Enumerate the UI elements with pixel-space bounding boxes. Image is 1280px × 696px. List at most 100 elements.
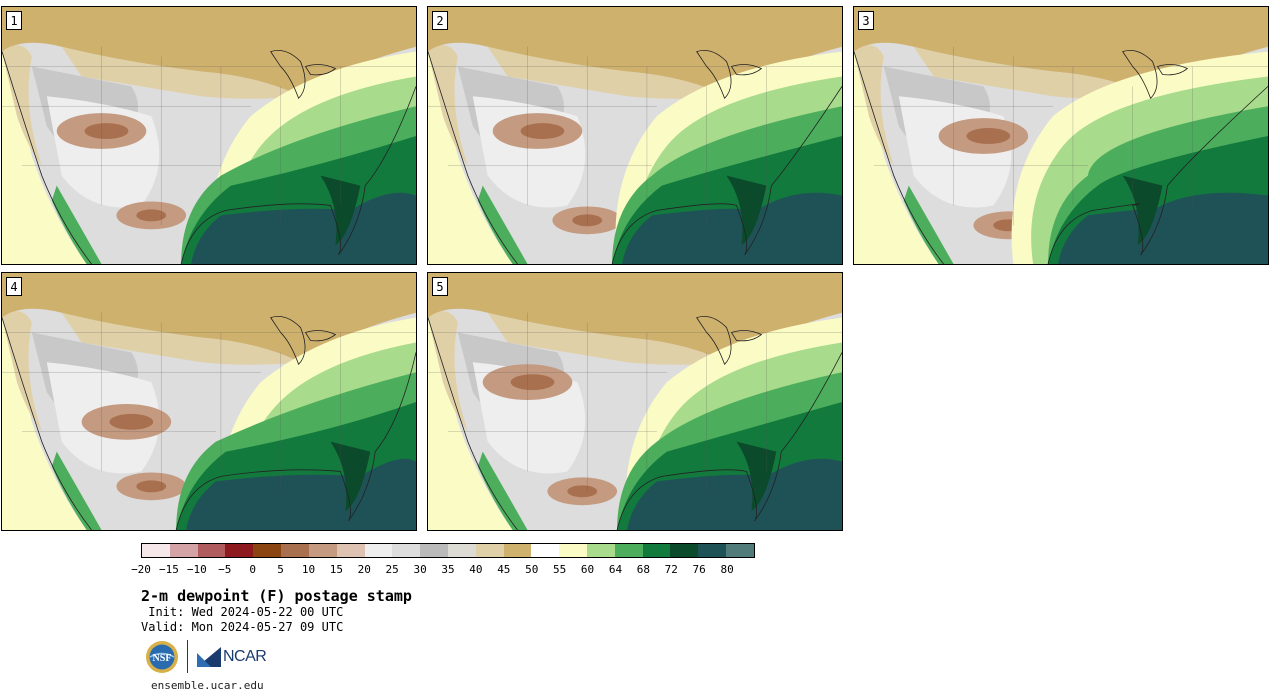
colorbar-segment (475, 544, 504, 557)
gulf-of-california-moisture (903, 185, 954, 264)
member-label: 1 (6, 11, 22, 30)
colorbar-tick: 15 (329, 563, 343, 576)
gulf-of-california-moisture (477, 451, 528, 530)
colorbar-tick: −20 (131, 563, 151, 576)
great-lakes-outline (304, 64, 337, 76)
colorbar-segment (336, 544, 365, 557)
dewpoint-field-map (428, 7, 842, 264)
gulf-of-mexico (627, 458, 842, 530)
colorbar-tick: 40 (469, 563, 483, 576)
colorbar-segment (531, 544, 560, 557)
colorbar-segment (447, 544, 476, 557)
pacific-ocean (2, 317, 87, 530)
dry-transition-band (487, 46, 727, 99)
member-label: 4 (6, 277, 22, 296)
colorbar-segment (614, 544, 643, 557)
very-dry-pocket (966, 128, 1011, 144)
dewpoint-colorbar (141, 543, 755, 558)
colorbar-segment (392, 544, 421, 557)
plot-title: 2-m dewpoint (F) postage stamp (141, 587, 412, 605)
dewpoint-field-map (2, 273, 416, 530)
nsf-logo-text: NSF (153, 653, 172, 664)
dry-transition-band (913, 46, 1153, 99)
dry-transition-band (61, 312, 301, 365)
colorbar-tick: −10 (186, 563, 207, 576)
very-dry-pocket (510, 374, 555, 391)
colorbar-tick: 35 (441, 563, 455, 576)
gulf-of-mexico (622, 192, 842, 264)
colorbar-tick: 10 (301, 563, 316, 576)
colorbar-tick: 80 (720, 563, 734, 576)
great-lakes-outline (696, 316, 732, 366)
west-coast-band (2, 45, 42, 166)
florida-peninsula (320, 175, 361, 246)
gulf-of-california-moisture (477, 185, 528, 264)
very-dry-pocket (567, 485, 598, 498)
ensemble-member-map-1: 1 (1, 6, 417, 265)
very-dry-pocket (520, 123, 565, 139)
great-lakes-outline (270, 316, 306, 366)
west-coast-band (854, 45, 894, 166)
colorbar-segment (308, 544, 337, 557)
colorbar-tick: −5 (218, 563, 232, 576)
ensemble-member-map-4: 4 (1, 272, 417, 531)
gulf-atlantic-coastline (180, 86, 416, 264)
great-lakes-outline (1122, 50, 1158, 100)
ensemble-member-map-2: 2 (427, 6, 843, 265)
dewpoint-field-map (2, 7, 416, 264)
dry-transition-band (487, 312, 727, 365)
great-lakes-outline (730, 64, 763, 76)
very-dry-pocket (136, 480, 167, 493)
dewpoint-field-map (854, 7, 1268, 264)
very-dry-pocket (109, 413, 154, 430)
colorbar-segment (253, 544, 282, 557)
great-lakes-outline (696, 50, 732, 100)
colorbar-segment (559, 544, 587, 557)
colorbar-tick: 25 (385, 563, 399, 576)
colorbar-segment (364, 544, 393, 557)
dewpoint-field-map (428, 273, 842, 530)
colorbar-tick: 72 (664, 563, 678, 576)
colorbar-tick: 5 (277, 563, 284, 576)
colorbar-segment (670, 544, 699, 557)
colorbar-tick: 30 (413, 563, 427, 576)
west-coast-band (428, 311, 468, 432)
gulf-atlantic-coastline (1047, 86, 1268, 264)
very-dry-pocket (136, 209, 167, 222)
great-lakes-outline (1156, 64, 1189, 76)
colorbar-tick-labels: −20 −15 −10 −5 0 5 10 15 20 25 30 35 40 45 50 55 60 64 68 7… (131, 563, 755, 577)
colorbar-tick: 60 (580, 563, 595, 576)
west-coastline (2, 51, 92, 264)
logo-divider (187, 640, 188, 673)
dry-northern-region (2, 7, 416, 97)
dry-northern-region (428, 273, 842, 363)
colorbar-segment (142, 544, 170, 557)
great-lakes-outline (730, 330, 763, 342)
colorbar-segment (642, 544, 671, 557)
colorbar-tick: 76 (692, 563, 706, 576)
valid-time: Valid: Mon 2024-05-27 09 UTC (141, 620, 344, 634)
site-url: ensemble.ucar.edu (151, 679, 264, 692)
west-coast-band (2, 311, 42, 432)
west-coastline (2, 317, 92, 530)
pacific-ocean (854, 51, 939, 264)
ensemble-member-map-5: 5 (427, 272, 843, 531)
colorbar-tick: −15 (158, 563, 179, 576)
pacific-ocean (2, 51, 87, 264)
ncar-logo: NCAR (197, 645, 267, 669)
west-coastline (854, 51, 944, 264)
nsf-logo: NSF (146, 641, 178, 673)
colorbar-segment (698, 544, 727, 557)
colorbar-tick: 55 (553, 563, 567, 576)
member-label: 5 (432, 277, 448, 296)
gulf-atlantic-coastline (611, 86, 842, 264)
great-lakes-outline (304, 330, 337, 342)
colorbar-tick: 0 (249, 563, 256, 576)
gulf-of-california-moisture (51, 185, 102, 264)
colorbar-segment (503, 544, 532, 557)
ncar-mark-icon (197, 647, 221, 667)
colorbar-tick: 68 (636, 563, 650, 576)
west-coastline (428, 317, 518, 530)
gulf-of-mexico (1058, 192, 1268, 264)
member-label: 3 (858, 11, 874, 30)
